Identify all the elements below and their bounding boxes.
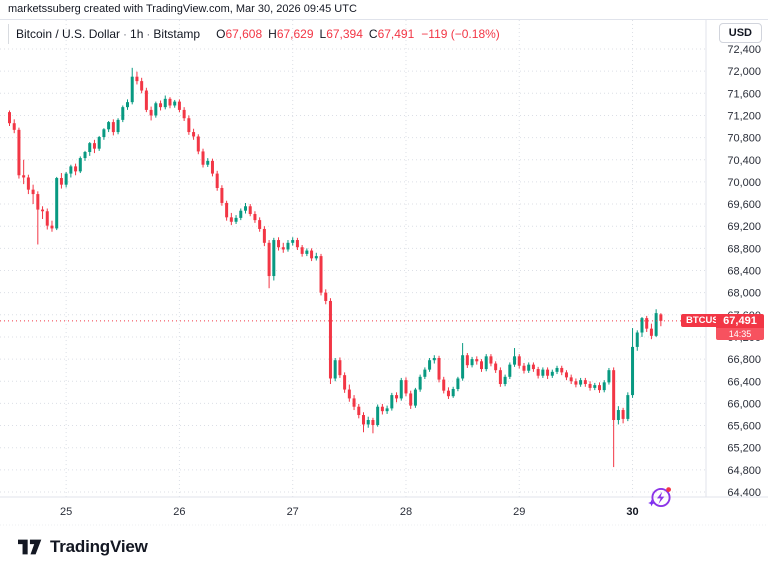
svg-text:70,800: 70,800	[727, 133, 761, 145]
legend-separator: ·	[146, 27, 151, 41]
currency-unit-button[interactable]: USD	[718, 23, 762, 43]
svg-text:65,600: 65,600	[727, 421, 761, 433]
svg-text:30: 30	[626, 506, 638, 518]
svg-text:64,800: 64,800	[727, 465, 761, 477]
svg-text:66,400: 66,400	[727, 376, 761, 388]
open-value: 67,608	[225, 27, 263, 41]
svg-text:68,800: 68,800	[727, 243, 761, 255]
svg-text:69,200: 69,200	[727, 221, 761, 233]
svg-text:72,000: 72,000	[727, 66, 761, 78]
svg-text:68,000: 68,000	[727, 288, 761, 300]
notification-dot-icon	[666, 487, 671, 492]
high-value: 67,629	[276, 27, 314, 41]
svg-text:71,600: 71,600	[727, 88, 761, 100]
high-label: H	[268, 27, 277, 41]
lightning-bolt-icon	[657, 491, 665, 504]
last-price-value: 67,491	[716, 313, 764, 328]
close-label: C	[368, 27, 378, 41]
bar-countdown: 14:35	[716, 327, 764, 340]
event-circle-icon	[651, 487, 671, 508]
candlestick-chart[interactable]: 72,400 72,000 71,600 71,200 70,800 70,400 70,0…	[0, 20, 768, 526]
svg-text:69,600: 69,600	[727, 199, 761, 211]
close-value: 67,491	[377, 27, 415, 41]
svg-text:66,800: 66,800	[727, 354, 761, 366]
svg-text:29: 29	[513, 506, 525, 518]
svg-text:68,400: 68,400	[727, 266, 761, 278]
svg-text:72,400: 72,400	[727, 44, 761, 56]
svg-text:71,200: 71,200	[727, 110, 761, 122]
exchange-label: Bitstamp	[153, 27, 201, 41]
low-label: L	[319, 27, 327, 41]
footer: TradingView	[0, 526, 768, 568]
event-marker-icon[interactable]	[647, 484, 674, 511]
svg-text:28: 28	[400, 506, 412, 518]
sparkle-icon	[648, 499, 655, 507]
chart-widget[interactable]: 72,400 72,000 71,600 71,200 70,800 70,400 70,0…	[0, 20, 768, 526]
attribution-text: marketssuberg created with TradingView.c…	[0, 0, 768, 20]
svg-text:64,400: 64,400	[727, 487, 761, 499]
open-label: O	[216, 27, 226, 41]
change-value: −119 (−0.18%)	[421, 27, 500, 41]
svg-text:27: 27	[287, 506, 299, 518]
tradingview-logo-icon[interactable]	[18, 539, 43, 555]
tradingview-logo-text[interactable]: TradingView	[50, 537, 148, 556]
legend-separator: ·	[123, 27, 128, 41]
svg-text:70,400: 70,400	[727, 155, 761, 167]
svg-text:65,200: 65,200	[727, 443, 761, 455]
interval-label: 1h	[130, 27, 144, 41]
low-value: 67,394	[326, 27, 363, 41]
svg-text:70,000: 70,000	[727, 177, 761, 189]
ohlc-values: O67,608 H67,629 L67,394 C67,491 −119 (−0.18%…	[210, 27, 500, 41]
symbol-title: Bitcoin / U.S. Dollar	[16, 27, 121, 41]
symbol-legend[interactable]: Bitcoin / U.S. Dollar · 1h · Bitstamp O67,608…	[8, 24, 500, 44]
svg-text:66,000: 66,000	[727, 398, 761, 410]
svg-text:26: 26	[173, 506, 185, 518]
svg-text:25: 25	[60, 506, 72, 518]
last-price-label: 67,491 14:35	[716, 313, 764, 340]
